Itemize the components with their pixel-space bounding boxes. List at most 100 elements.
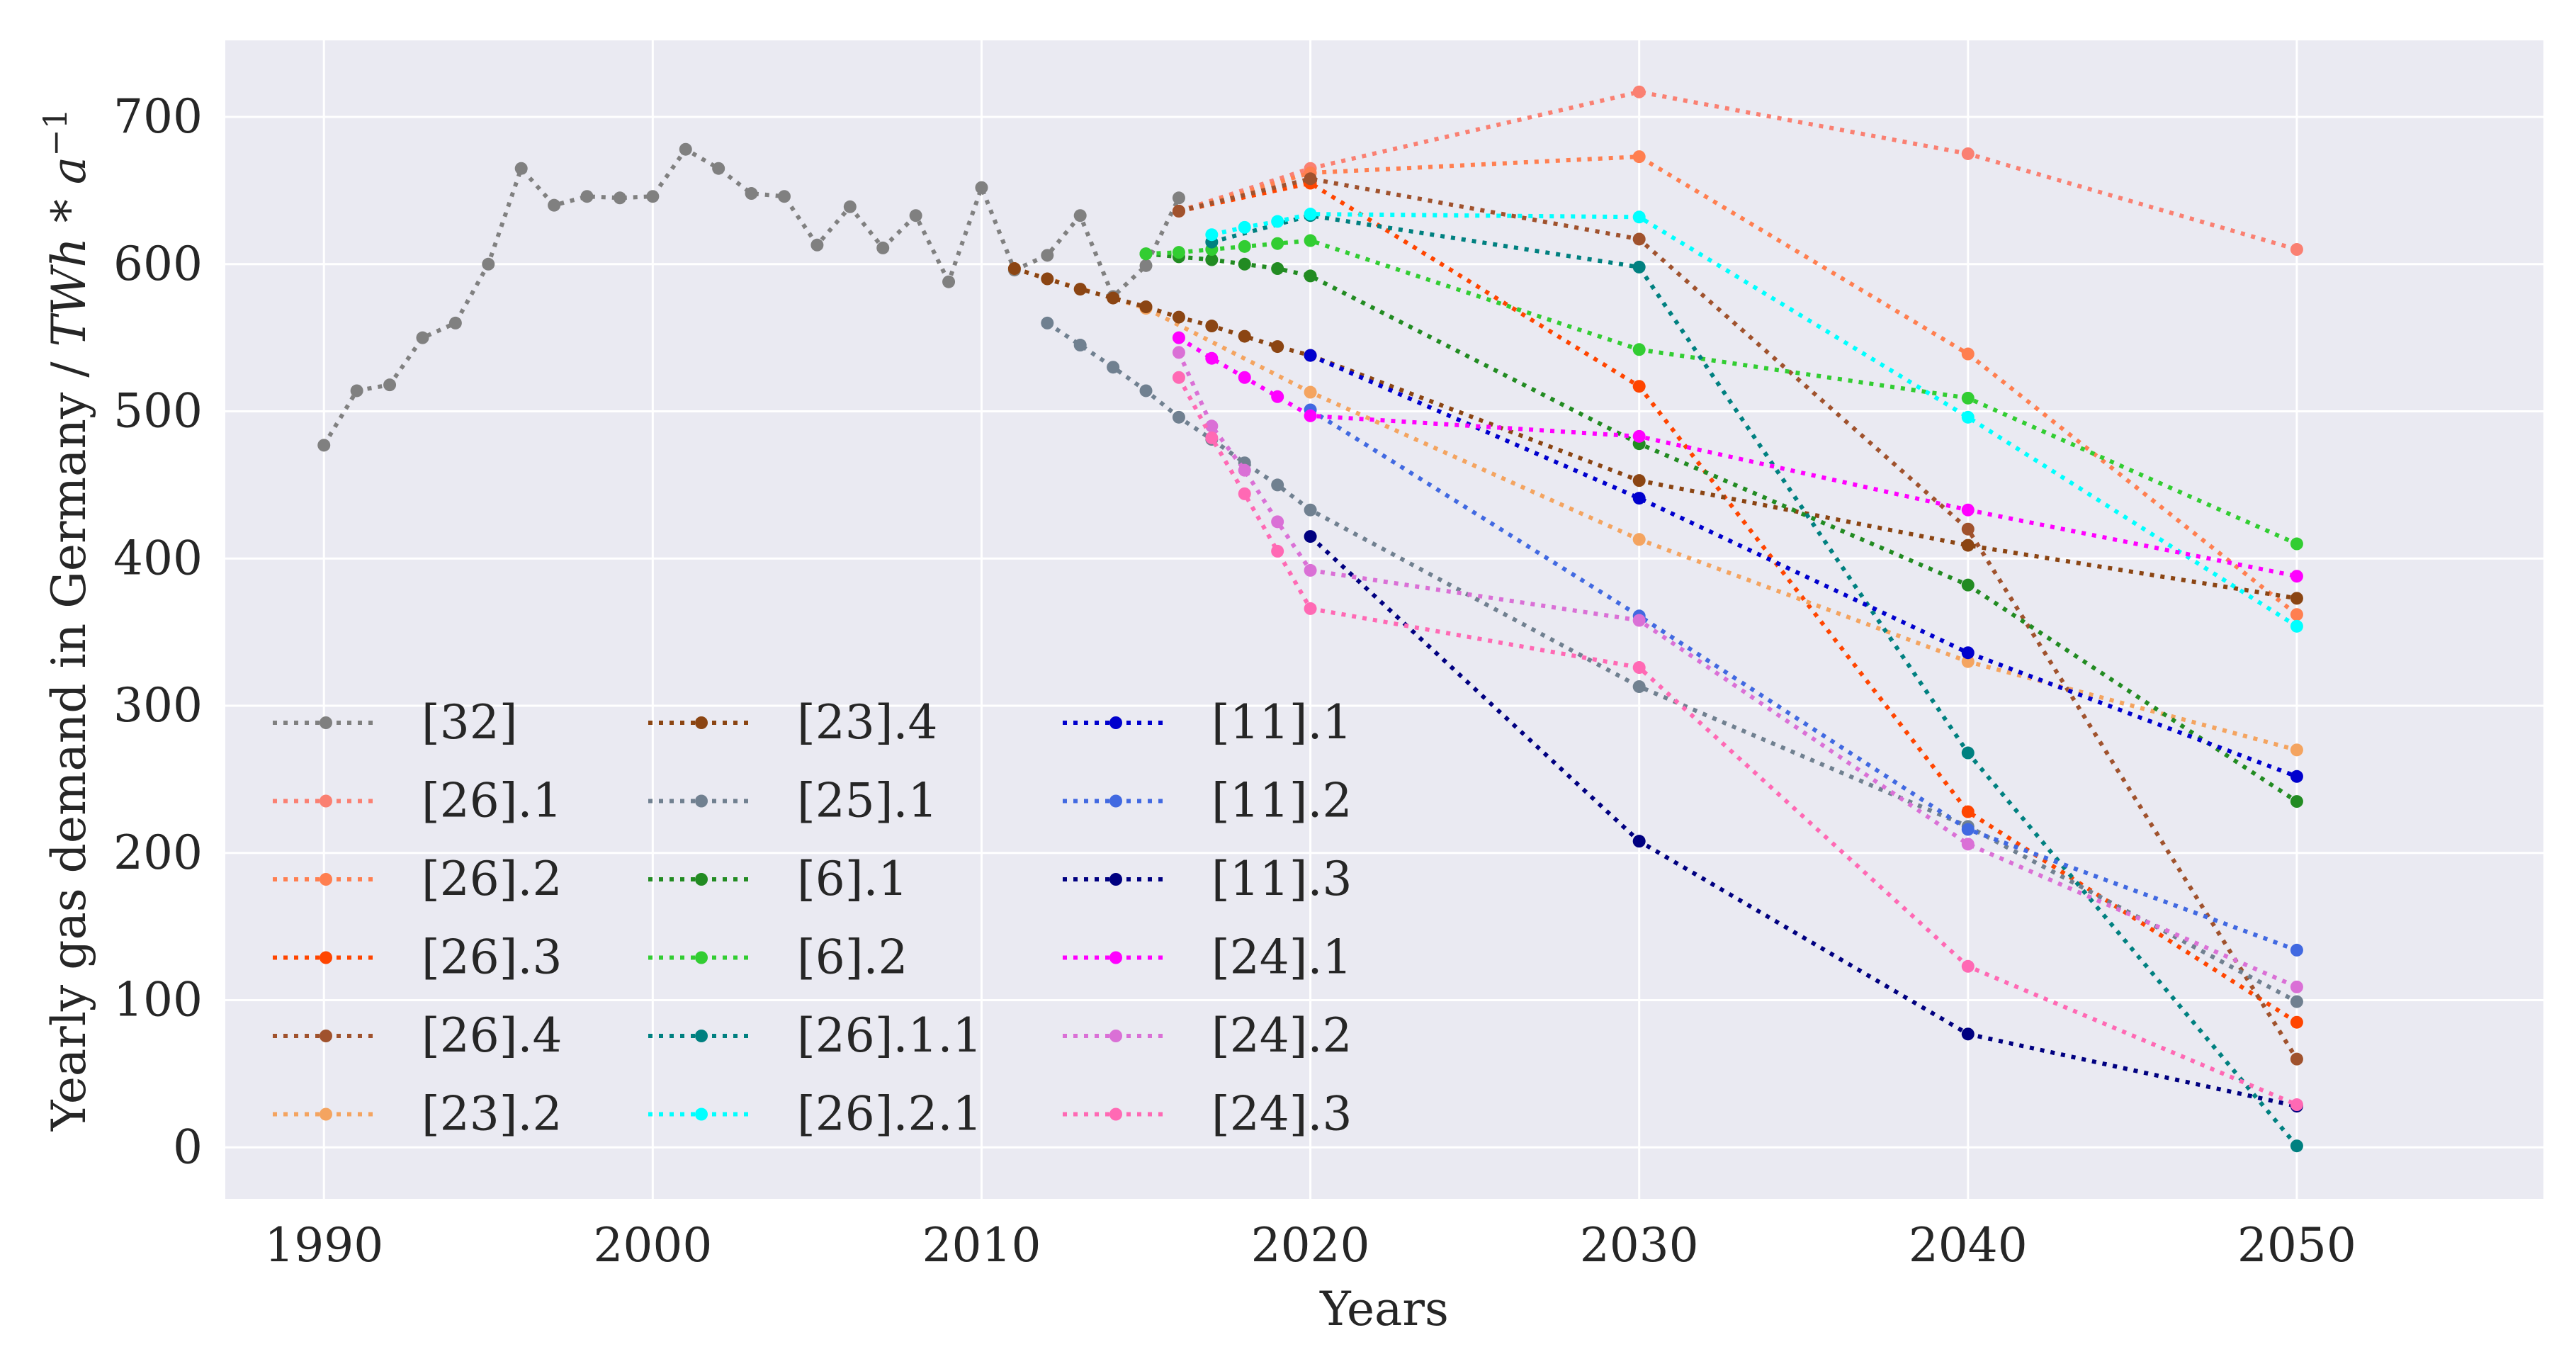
legend-swatch-marker xyxy=(1109,794,1122,808)
y-tick-label: 300 xyxy=(113,678,203,733)
data-point xyxy=(810,238,824,252)
data-point xyxy=(1205,419,1219,433)
legend-label: [23].4 xyxy=(797,695,937,750)
legend-label: [24].2 xyxy=(1211,1008,1352,1063)
legend-entry: [23].4 xyxy=(648,695,937,750)
data-point xyxy=(1304,530,1317,543)
legend-label: [26].4 xyxy=(422,1008,562,1063)
data-point xyxy=(2290,995,2303,1008)
data-point xyxy=(712,162,725,175)
y-tick-label: 600 xyxy=(113,237,203,291)
data-point xyxy=(1304,234,1317,247)
data-point xyxy=(2290,943,2303,957)
data-point xyxy=(1961,347,1975,361)
data-point xyxy=(1961,147,1975,160)
series-[26].2.1 xyxy=(1205,208,2303,633)
series-line xyxy=(1309,407,2298,952)
data-point xyxy=(909,209,922,222)
data-point xyxy=(1632,614,1646,627)
legend-label: [26].1 xyxy=(422,774,562,828)
data-point xyxy=(1271,544,1284,558)
legend-label: [26].2.1 xyxy=(797,1087,982,1142)
series-line xyxy=(1146,252,2298,804)
legend-entry: [24].3 xyxy=(1063,1087,1352,1142)
legend: [32] [26].1 [26].2 [26].3 [26].4 [23].2 [23].4… xyxy=(273,695,1352,1142)
data-point xyxy=(1041,272,1054,286)
data-point xyxy=(1304,602,1317,615)
data-point xyxy=(2290,743,2303,757)
y-axis-title: Yearly gas demand in Germany / TWh * a−1 xyxy=(36,108,96,1132)
legend-label: [24].1 xyxy=(1211,930,1352,985)
legend-entry: [32] xyxy=(273,695,517,750)
legend-label: [6].1 xyxy=(797,852,908,906)
data-point xyxy=(613,191,626,205)
data-point xyxy=(1961,391,1975,405)
data-point xyxy=(317,439,331,452)
data-point xyxy=(1632,661,1646,675)
data-point xyxy=(350,384,363,398)
legend-entry: [24].1 xyxy=(1063,930,1352,985)
data-point xyxy=(1632,210,1646,224)
data-point xyxy=(2290,570,2303,583)
legend-label: [11].2 xyxy=(1211,774,1352,828)
data-point xyxy=(1304,172,1317,186)
y-axis-title-unit: TWh * a xyxy=(42,157,96,347)
data-point xyxy=(2290,1139,2303,1153)
data-point xyxy=(1271,515,1284,529)
legend-entry: [24].2 xyxy=(1063,1008,1352,1063)
legend-swatch-marker xyxy=(695,794,708,808)
data-point xyxy=(2290,1098,2303,1112)
data-point xyxy=(1238,257,1251,271)
data-point xyxy=(1107,361,1120,374)
data-point xyxy=(1172,410,1185,424)
data-point xyxy=(1238,239,1251,253)
legend-entry: [6].2 xyxy=(648,930,908,985)
data-point xyxy=(1073,209,1087,222)
y-axis-title-text: Yearly gas demand in Germany / xyxy=(42,347,96,1132)
data-point xyxy=(1632,533,1646,546)
data-point xyxy=(646,190,660,203)
y-tick-label: 700 xyxy=(113,89,203,144)
data-point xyxy=(1961,805,1975,818)
data-point xyxy=(1271,478,1284,492)
legend-swatch-marker xyxy=(320,1030,332,1042)
legend-entry: [26].1 xyxy=(273,774,562,828)
data-point xyxy=(1632,85,1646,98)
series-[32] xyxy=(317,142,1185,452)
data-point xyxy=(1238,371,1251,384)
data-series xyxy=(317,85,2303,1153)
legend-entry: [11].2 xyxy=(1063,774,1352,828)
data-point xyxy=(1961,838,1975,851)
data-point xyxy=(2290,619,2303,633)
x-tick-label: 2030 xyxy=(1580,1218,1699,1273)
data-point xyxy=(1961,522,1975,536)
legend-entry: [26].2.1 xyxy=(648,1087,982,1142)
legend-swatch-marker xyxy=(695,873,708,886)
series-line xyxy=(1178,154,2298,616)
x-tick-label: 2020 xyxy=(1251,1218,1370,1273)
data-point xyxy=(2290,537,2303,551)
data-point xyxy=(1205,351,1219,365)
data-point xyxy=(1172,371,1185,384)
data-point xyxy=(1007,262,1021,276)
y-tick-label: 200 xyxy=(113,825,203,880)
data-point xyxy=(876,241,890,254)
series-[11].1 xyxy=(1304,349,2303,783)
data-point xyxy=(1304,208,1317,221)
data-point xyxy=(1632,680,1646,694)
legend-entry: [26].2 xyxy=(273,852,562,906)
legend-entry: [11].1 xyxy=(1063,695,1352,750)
data-point xyxy=(1139,384,1153,398)
data-point xyxy=(1172,310,1185,324)
data-point xyxy=(1961,655,1975,668)
data-point xyxy=(448,316,462,329)
legend-entry: [26].1.1 xyxy=(648,1008,982,1063)
data-point xyxy=(1172,346,1185,359)
data-point xyxy=(548,198,561,212)
legend-label: [26].2 xyxy=(422,852,562,906)
data-point xyxy=(1041,249,1054,262)
legend-swatch-marker xyxy=(695,951,708,964)
data-point xyxy=(1271,340,1284,354)
x-tick-label: 1990 xyxy=(264,1218,383,1273)
